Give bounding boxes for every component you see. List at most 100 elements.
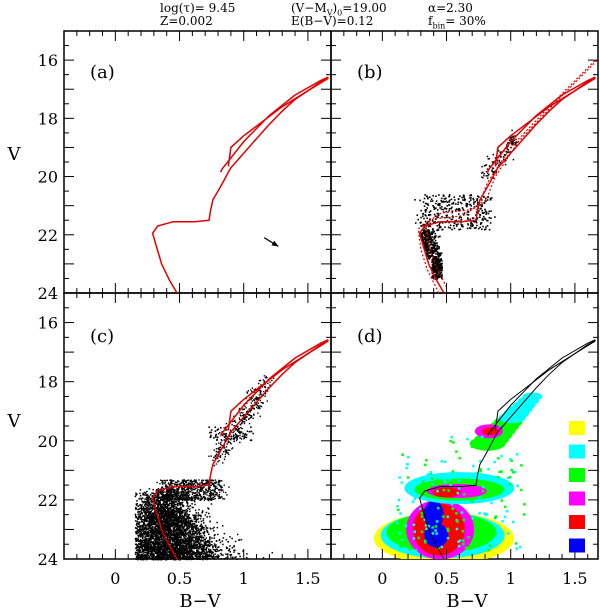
simulated-star — [426, 229, 429, 231]
observed-star — [217, 533, 219, 536]
observed-star — [185, 557, 187, 560]
simulated-star — [432, 249, 435, 252]
observed-star — [201, 540, 203, 542]
observed-star — [171, 545, 174, 547]
observed-star — [159, 554, 161, 556]
observed-star — [164, 504, 167, 506]
observed-star — [153, 547, 155, 549]
observed-star — [142, 506, 145, 508]
observed-star — [213, 526, 215, 529]
observed-star — [183, 529, 186, 531]
observed-star — [225, 538, 228, 541]
observed-star — [156, 518, 159, 520]
observed-star — [242, 550, 244, 552]
observed-star — [171, 540, 174, 542]
simulated-star — [478, 210, 480, 212]
observed-star — [157, 550, 159, 553]
observed-star — [214, 553, 216, 555]
simulated-star — [433, 267, 435, 270]
observed-star — [177, 525, 179, 527]
observed-star — [185, 509, 188, 511]
simulated-star — [423, 217, 425, 220]
observed-star — [159, 550, 162, 553]
observed-star — [237, 552, 239, 555]
observed-star — [135, 549, 138, 552]
simulated-star — [487, 196, 489, 198]
observed-star — [168, 495, 171, 498]
simulated-star — [426, 207, 429, 209]
density-noise — [398, 532, 402, 535]
observed-star — [159, 514, 161, 516]
observed-star — [175, 523, 177, 526]
simulated-star — [470, 205, 473, 207]
observed-star — [196, 533, 199, 535]
observed-star — [168, 523, 171, 525]
observed-star — [187, 547, 189, 550]
observed-star — [153, 535, 155, 538]
observed-star — [182, 535, 185, 537]
observed-star — [143, 519, 145, 521]
observed-star — [164, 519, 167, 522]
observed-star — [183, 498, 185, 501]
observed-star — [151, 548, 154, 551]
observed-star — [157, 509, 160, 512]
simulated-star — [507, 148, 509, 151]
observed-star — [149, 526, 151, 528]
density-noise — [449, 484, 452, 487]
observed-star — [199, 556, 201, 559]
density-noise — [424, 463, 427, 467]
observed-star — [156, 507, 158, 509]
simulated-star — [507, 145, 509, 148]
simulated-star — [459, 209, 461, 211]
observed-star — [191, 551, 194, 553]
simulated-star — [428, 225, 431, 227]
observed-star — [153, 496, 156, 499]
simulated-star — [424, 209, 427, 211]
simulated-star — [446, 205, 449, 207]
observed-star — [196, 550, 198, 552]
observed-star — [150, 535, 152, 537]
density-noise — [440, 460, 444, 463]
observed-star — [195, 554, 198, 557]
observed-star — [140, 518, 142, 520]
observed-star — [151, 537, 153, 540]
observed-star — [168, 534, 170, 536]
simulated-star — [497, 164, 500, 167]
simulated-star — [481, 209, 484, 212]
observed-star — [161, 538, 163, 541]
observed-star — [146, 540, 149, 542]
observed-star — [155, 514, 157, 517]
simulated-star — [437, 258, 440, 261]
observed-star — [164, 553, 167, 556]
observed-star — [176, 523, 178, 526]
simulated-star — [435, 274, 438, 277]
simulated-star — [481, 171, 484, 174]
observed-star — [203, 528, 205, 531]
density-noise — [442, 488, 446, 492]
observed-star — [136, 530, 138, 532]
observed-star — [185, 556, 188, 558]
observed-star — [176, 544, 179, 546]
simulated-star — [445, 197, 447, 199]
simulated-star — [469, 194, 471, 197]
observed-star — [196, 537, 199, 540]
simulated-star — [446, 216, 448, 219]
simulated-star — [465, 204, 467, 207]
observed-star — [197, 514, 200, 516]
observed-star — [173, 512, 175, 515]
simulated-star — [437, 229, 440, 231]
observed-star — [144, 524, 146, 527]
observed-star — [156, 525, 158, 528]
observed-star — [146, 523, 148, 526]
observed-star — [176, 496, 179, 498]
simulated-star — [489, 198, 492, 201]
observed-star — [187, 539, 190, 541]
observed-star — [144, 555, 147, 558]
observed-star — [161, 507, 164, 509]
simulated-star — [504, 163, 507, 166]
observed-star — [209, 550, 212, 553]
density-noise — [497, 529, 501, 532]
observed-star — [176, 538, 178, 541]
observed-star — [209, 536, 211, 538]
observed-star — [134, 520, 137, 522]
